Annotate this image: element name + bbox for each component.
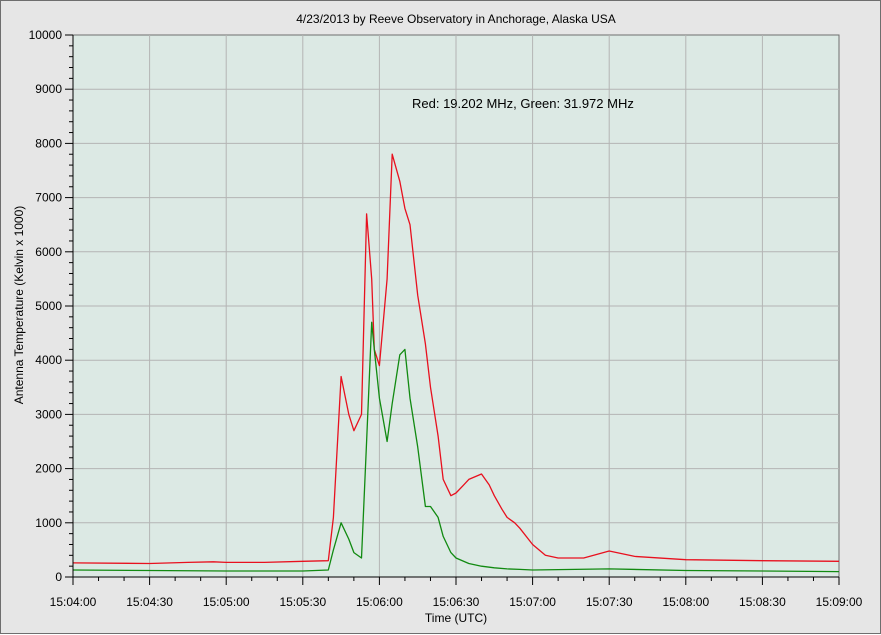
x-tick-label: 15:08:00 (662, 595, 709, 609)
y-tick-label: 8000 (35, 136, 62, 150)
y-tick-label: 7000 (35, 191, 62, 205)
x-tick-label: 15:07:30 (586, 595, 633, 609)
x-axis-label: Time (UTC) (425, 611, 487, 625)
x-tick-label: 15:08:30 (739, 595, 786, 609)
y-axis-label: Antenna Temperature (Kelvin x 1000) (12, 206, 26, 405)
series-line-green (72, 321, 840, 573)
x-tick-label: 15:07:00 (509, 595, 556, 609)
x-tick-label: 15:06:00 (356, 595, 403, 609)
y-tick-label: 3000 (35, 407, 62, 421)
y-tick-label: 0 (55, 570, 62, 584)
x-tick-label: 15:05:30 (279, 595, 326, 609)
grid (73, 35, 839, 577)
y-tick-label: 4000 (35, 353, 62, 367)
y-tick-label: 9000 (35, 82, 62, 96)
series-layer (72, 153, 840, 573)
x-tick-label: 15:06:30 (433, 595, 480, 609)
x-tick-label: 15:05:00 (203, 595, 250, 609)
y-tick-label: 6000 (35, 245, 62, 259)
chart-title: 4/23/2013 by Reeve Observatory in Anchor… (296, 12, 616, 26)
y-tick-label: 5000 (35, 299, 62, 313)
y-tick-label: 2000 (35, 462, 62, 476)
y-tick-label: 1000 (35, 516, 62, 530)
x-tick-label: 15:04:30 (126, 595, 173, 609)
axes: 15:04:00 15:04:30 15:05:00 15:05:30 15:06:00… (29, 28, 863, 609)
x-tick-label: 15:09:00 (816, 595, 863, 609)
series-line-red (72, 153, 840, 565)
y-tick-label: 10000 (29, 28, 63, 42)
x-tick-label: 15:04:00 (50, 595, 97, 609)
frequency-annotation: Red: 19.202 MHz, Green: 31.972 MHz (412, 96, 634, 111)
